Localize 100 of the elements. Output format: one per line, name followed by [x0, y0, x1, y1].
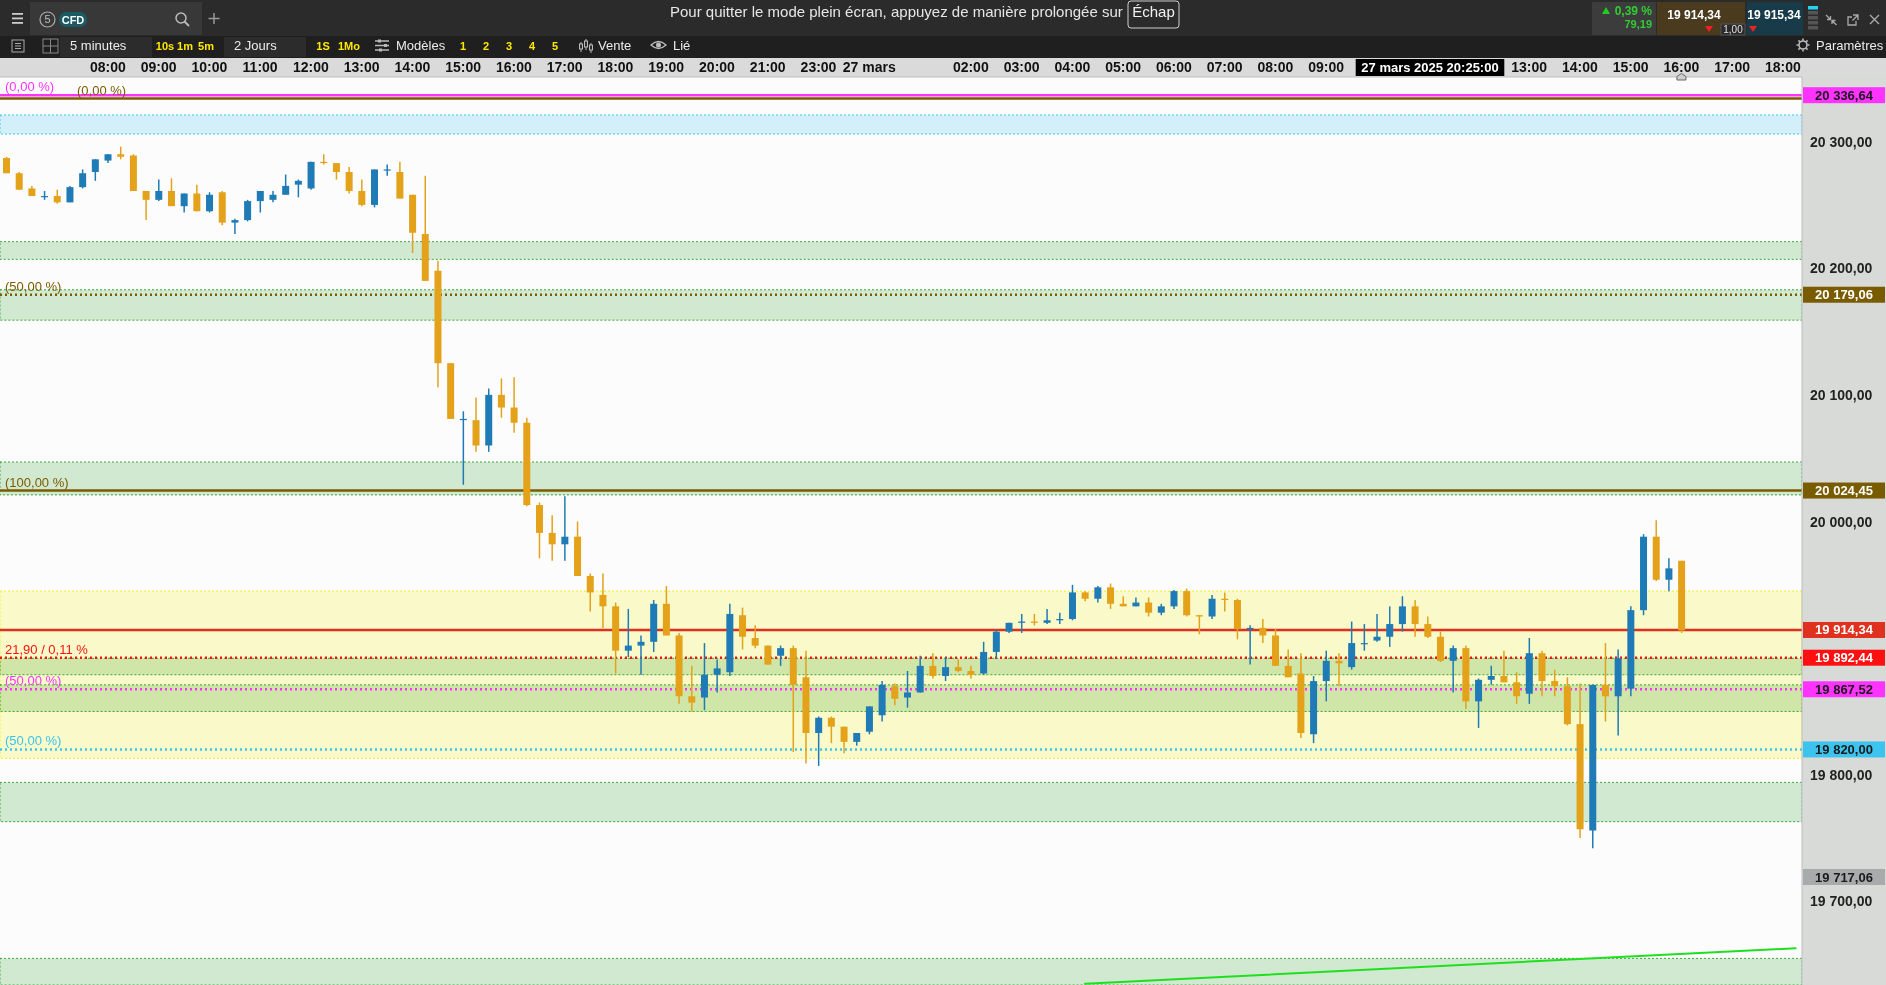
candlestick	[815, 715, 823, 767]
text: 3	[505, 40, 513, 52]
candlestick	[1386, 605, 1394, 648]
x-tick-label: 15:00	[1612, 59, 1649, 75]
candlestick	[1322, 649, 1330, 703]
y-tick-label: 20 200,00	[1810, 260, 1873, 277]
candlestick	[992, 629, 1000, 660]
x-tick-label: 10:00	[191, 59, 228, 75]
x-tick-label: 16:00	[1663, 59, 1700, 75]
y-tick-label: 19 800,00	[1810, 766, 1873, 783]
candlestick	[244, 199, 252, 223]
x-tick-label: 09:00	[140, 59, 177, 75]
annotation: (50,00 %)	[5, 733, 62, 749]
candlestick	[91, 158, 99, 182]
annotation: 21,90 / 0,11 %	[5, 641, 89, 657]
text: 5	[551, 40, 559, 52]
text: 1S	[316, 40, 330, 52]
candlestick	[904, 670, 911, 709]
text: 19 717,06	[1815, 869, 1873, 885]
candlestick	[586, 572, 594, 613]
x-tick-label: 02:00	[952, 59, 989, 75]
y-tick-label: 20 100,00	[1810, 386, 1873, 403]
x-tick-label: 09:00	[1308, 59, 1345, 75]
x-tick-label: 08:00	[1257, 59, 1294, 75]
candlestick	[345, 166, 353, 195]
candlestick	[155, 178, 163, 202]
x-tick-label: 08:00	[89, 59, 126, 75]
candlestick	[167, 177, 175, 207]
candlestick	[713, 658, 721, 694]
x-tick-label: 05:00	[1105, 59, 1142, 75]
x-tick-label: 18:00	[1765, 59, 1802, 75]
ref-line-label: 19 820,00	[1815, 741, 1873, 757]
candlestick	[193, 183, 201, 212]
text: 1	[459, 40, 467, 52]
candlestick	[1449, 644, 1457, 694]
y-tick-label: 19 700,00	[1810, 893, 1873, 910]
candlestick	[777, 644, 785, 667]
y-tick-label: 20 000,00	[1810, 513, 1873, 530]
text: 27 mars 2025 20:25:00	[1361, 60, 1499, 75]
candlestick	[1170, 589, 1178, 610]
ref-line-label: 19 867,52	[1815, 681, 1873, 697]
text: 79,19	[1624, 18, 1652, 30]
x-tick-label: 18:00	[597, 59, 634, 75]
text: 2	[482, 40, 490, 52]
candlestick	[1208, 594, 1216, 620]
candlestick	[1665, 557, 1673, 592]
x-tick-label: 23:00	[800, 59, 837, 75]
candlestick	[688, 665, 696, 713]
candlestick	[1487, 665, 1495, 686]
candlestick	[700, 642, 708, 711]
x-tick-label: 27 mars	[842, 59, 896, 75]
candlestick	[231, 218, 239, 235]
ref-line-label: 19 892,44	[1815, 650, 1874, 666]
x-tick-label: 15:00	[445, 59, 482, 75]
candlestick	[942, 656, 950, 682]
x-tick-label: 11:00	[242, 59, 278, 75]
candlestick	[1259, 618, 1267, 644]
candlestick	[624, 608, 632, 658]
annotation: (0,00 %)	[5, 79, 55, 95]
text: 19 914,34	[1667, 8, 1722, 22]
candlestick	[561, 495, 569, 562]
candlestick	[1475, 677, 1483, 729]
x-tick-label: 12:00	[293, 59, 330, 75]
ref-line-label: 20 179,06	[1815, 287, 1873, 303]
candlestick	[142, 190, 150, 221]
candlestick	[1551, 668, 1559, 698]
candlestick	[510, 376, 518, 434]
candlestick	[929, 652, 937, 680]
x-tick-label: 06:00	[1155, 59, 1192, 75]
annotation: (50,00 %)	[5, 278, 62, 294]
text: 4	[528, 40, 536, 52]
x-tick-label: 17:00	[546, 59, 583, 75]
text: Paramètres	[1816, 38, 1884, 53]
text: 5	[44, 13, 51, 25]
candlestick	[1424, 615, 1432, 639]
annotation: (50,00 %)	[5, 673, 62, 689]
candlestick	[1373, 613, 1381, 643]
candlestick	[1107, 582, 1115, 610]
x-tick-label: 14:00	[1562, 59, 1599, 75]
candlestick	[1411, 599, 1419, 638]
candlestick	[1284, 648, 1292, 679]
x-tick-label: 07:00	[1206, 59, 1243, 75]
ref-line-label: 19 914,34	[1815, 622, 1874, 638]
ref-line-label: 20 024,45	[1815, 483, 1873, 499]
annotation: (100,00 %)	[5, 474, 69, 490]
x-tick-label: 13:00	[1511, 59, 1548, 75]
text: 2 Jours	[234, 38, 278, 53]
text: Modèles	[396, 38, 446, 53]
candlestick	[548, 514, 556, 562]
ref-line-label: 20 336,64	[1815, 87, 1874, 103]
text: 1m	[177, 40, 194, 52]
text: 5 minutes	[70, 38, 127, 53]
candlestick	[1513, 671, 1521, 705]
text: Échap	[1132, 3, 1175, 20]
candlestick	[751, 624, 759, 649]
candlestick	[282, 173, 290, 196]
candlestick	[497, 377, 505, 419]
text: 1Mo	[338, 40, 361, 52]
candlestick	[637, 634, 645, 676]
text: Lié	[673, 38, 691, 53]
